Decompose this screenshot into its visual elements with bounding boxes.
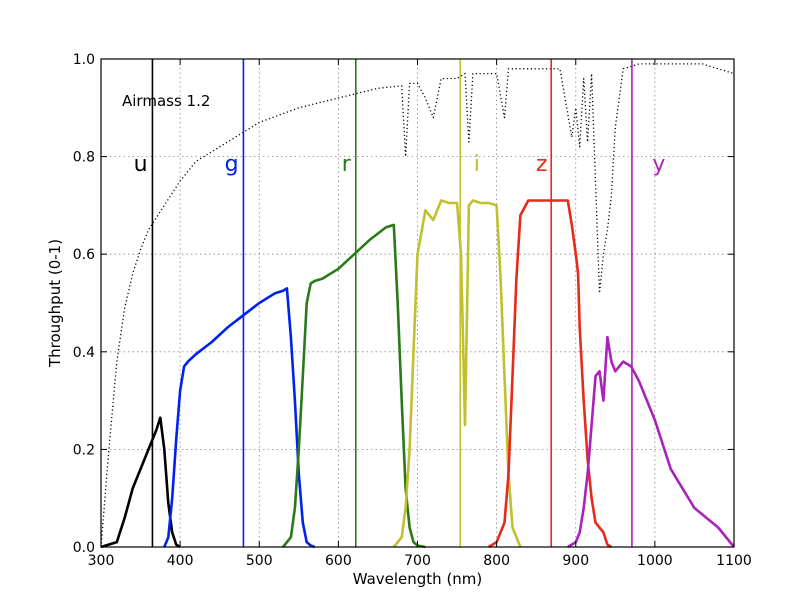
band-label-y: y [652, 152, 665, 177]
axis-ticks: 300 400 500 600 700 800 900 1000 1100 0.0 0.2 0.4 0.… [73, 52, 752, 569]
series-y [567, 335, 736, 549]
y-tick-label: 0.6 [73, 247, 95, 263]
x-tick-label: 1000 [637, 553, 673, 569]
band-label-g: g [225, 152, 239, 177]
airmass-annotation: Airmass 1.2 [122, 92, 210, 110]
series-g [163, 287, 316, 549]
band-label-i: i [474, 152, 480, 177]
x-tick-label: 400 [167, 553, 194, 569]
x-axis-label: Wavelength (nm) [353, 570, 483, 588]
series-airmass-1-2 [100, 63, 735, 548]
series-r [281, 223, 426, 549]
x-tick-label: 1100 [716, 553, 752, 569]
series-u [100, 416, 181, 549]
y-tick-label: 0.2 [73, 442, 95, 458]
filter-center-lines [151, 59, 633, 547]
x-tick-label: 700 [404, 553, 431, 569]
x-tick-label: 500 [246, 553, 273, 569]
y-tick-label: 0.8 [73, 150, 95, 166]
series-z [488, 199, 613, 549]
band-label-r: r [342, 152, 352, 177]
y-tick-label: 1.0 [73, 52, 95, 68]
y-tick-label: 0.4 [73, 345, 95, 361]
x-tick-label: 900 [562, 553, 589, 569]
x-tick-label: 800 [483, 553, 510, 569]
y-axis-label: Throughput (0-1) [46, 239, 64, 368]
band-label-u: u [134, 152, 148, 177]
x-tick-label: 600 [325, 553, 352, 569]
band-label-z: z [536, 152, 548, 177]
y-tick-label: 0.0 [73, 540, 95, 556]
x-tick-label: 300 [88, 553, 115, 569]
